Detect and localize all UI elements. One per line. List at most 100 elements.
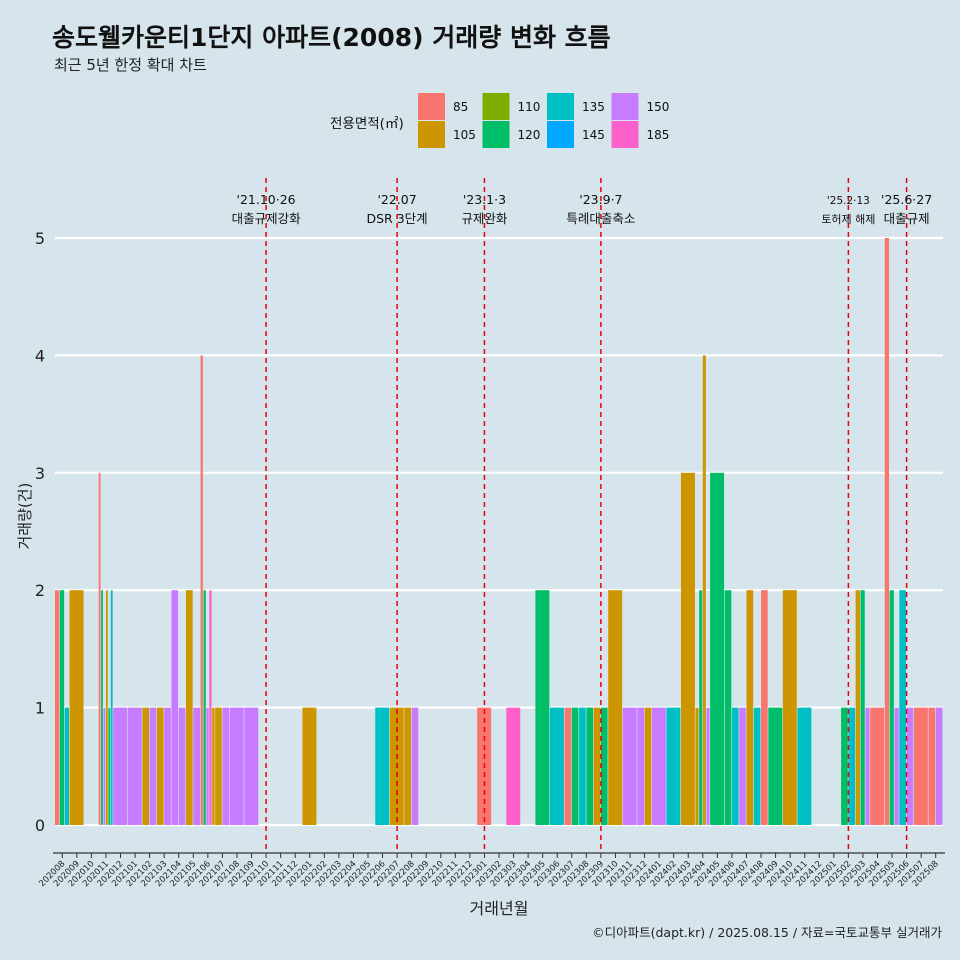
y-axis-title: 거래량(건) (16, 482, 34, 550)
bar-202201-105 (302, 707, 317, 825)
bar-202307-85 (564, 707, 572, 825)
bar-202508-150 (935, 707, 943, 825)
bar-202307-120 (571, 707, 579, 825)
legend-swatch-105 (418, 121, 445, 148)
y-tick-label: 0 (35, 816, 45, 835)
bar-202505-120 (889, 590, 894, 825)
bar-202303-185 (506, 707, 521, 825)
bar-202012-150 (113, 707, 128, 825)
event-date: '21.10·26 (237, 192, 296, 207)
event-date: '22.07 (377, 192, 416, 207)
bar-202011-120 (101, 590, 103, 825)
y-tick-label: 5 (35, 229, 45, 248)
bar-202102-105 (142, 707, 150, 825)
event-label: 특례대출축소 (566, 211, 635, 226)
bar-202105-105 (186, 590, 193, 825)
event-date: '25.2·13 (827, 195, 870, 207)
legend-swatch-110 (482, 93, 510, 120)
bar-202502-135 (848, 707, 856, 825)
bar-202103-105 (156, 707, 164, 825)
bar-202008-135 (64, 707, 69, 825)
bar-202408-85 (761, 590, 768, 825)
bar-202506-135 (899, 590, 907, 825)
bar-202310-105 (608, 590, 623, 825)
event-label: 대출규제 (884, 211, 930, 226)
legend-title: 전용면적(㎡) (330, 116, 404, 132)
event-label: 토허제 해제 (821, 212, 875, 226)
bar-202011-135 (110, 590, 113, 825)
bar-202311-150 (622, 707, 637, 825)
bar-202107-105 (215, 707, 222, 825)
event-label: 규제완화 (461, 211, 508, 226)
bar-202106-85 (200, 355, 203, 825)
bar-202308-120 (586, 707, 594, 825)
bar-202505-85 (884, 238, 890, 825)
event-label: DSR 3단계 (367, 211, 428, 226)
bar-202502-120 (841, 707, 848, 825)
bar-202008-85 (55, 590, 60, 825)
event-label: 대출규제강화 (232, 211, 302, 226)
bar-202404-105 (702, 355, 706, 825)
chart-subtitle: 최근 5년 한정 확대 차트 (54, 56, 207, 74)
bar-202101-150 (127, 707, 142, 825)
legend-swatch-135 (547, 93, 574, 120)
bar-202409-120 (768, 707, 783, 825)
legend-swatch-185 (611, 121, 639, 148)
legend-swatch-145 (547, 121, 574, 148)
bar-202505-150 (894, 707, 899, 825)
legend-label: 135 (582, 100, 605, 114)
bar-202407-150 (739, 707, 746, 825)
bar-202402-135 (666, 707, 681, 825)
bar-202403-105 (680, 472, 695, 825)
bar-202404-105 (695, 707, 699, 825)
bar-202407-105 (746, 590, 754, 825)
bar-202404-120 (699, 590, 703, 825)
bar-202108-150 (229, 707, 244, 825)
bar-202106-120 (203, 590, 206, 825)
x-axis-title: 거래년월 (470, 899, 529, 918)
bar-202011-105 (105, 590, 108, 825)
bar-202106-185 (209, 590, 212, 825)
bar-202206-135 (375, 707, 390, 825)
bar-202104-150 (178, 707, 186, 825)
y-tick-label: 3 (35, 464, 45, 483)
bar-202208-105 (404, 707, 412, 825)
bar-202507-85 (913, 707, 928, 825)
source-caption: ©디아파트(dapt.kr) / 2025.08.15 / 자료=국토교통부 실… (592, 925, 942, 940)
bar-202405-120 (710, 472, 725, 825)
y-tick-label: 4 (35, 346, 45, 365)
bar-202506-150 (906, 707, 914, 825)
bar-202503-105 (855, 590, 860, 825)
bar-202312-105 (644, 707, 652, 825)
bar-202109-150 (244, 707, 259, 825)
bar-202008-120 (59, 590, 65, 825)
bar-202106-105 (212, 707, 215, 825)
y-tick-label: 1 (35, 699, 45, 718)
event-date: '25.6·27 (881, 192, 932, 207)
bar-202508-85 (928, 707, 936, 825)
bar-202107-150 (222, 707, 230, 825)
bar-202408-135 (753, 707, 761, 825)
event-date: '23.1·3 (463, 192, 506, 207)
bar-202106-150 (206, 707, 209, 825)
bar-202104-150 (171, 590, 179, 825)
bar-202406-120 (724, 590, 732, 825)
bar-202011-85 (98, 472, 101, 825)
bar-202103-150 (164, 707, 171, 825)
legend-label: 185 (647, 128, 670, 142)
bar-202503-150 (865, 707, 870, 825)
bar-202306-135 (549, 707, 564, 825)
legend-swatch-85 (418, 93, 445, 120)
chart-title: 송도웰카운티1단지 아파트(2008) 거래량 변화 흐름 (52, 23, 611, 52)
bar-202404-150 (706, 707, 710, 825)
legend-label: 150 (647, 100, 670, 114)
legend-swatch-150 (611, 93, 639, 120)
y-tick-label: 2 (35, 581, 45, 600)
bar-202411-135 (797, 707, 812, 825)
bar-202410-105 (782, 590, 797, 825)
bar-202009-105 (69, 590, 84, 825)
legend-label: 85 (453, 100, 468, 114)
legend-label: 105 (453, 128, 476, 142)
bar-202105-150 (193, 707, 200, 825)
